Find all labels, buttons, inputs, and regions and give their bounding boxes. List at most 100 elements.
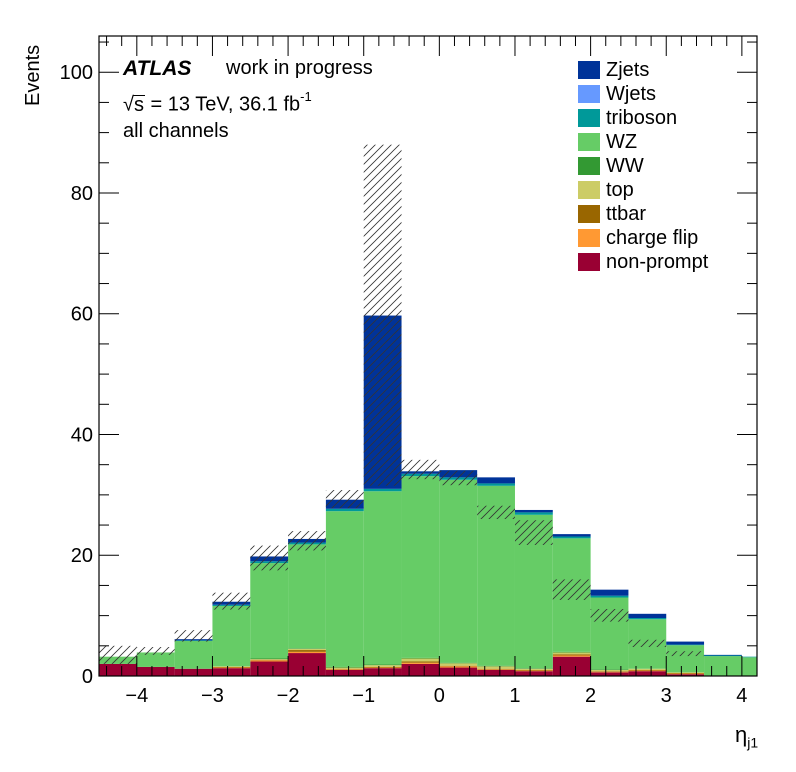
- energy-text: = 13 TeV, 36.1 fb: [144, 93, 301, 116]
- bar-ttbar: [288, 650, 326, 652]
- atlas-label: ATLAS: [123, 57, 192, 80]
- bar-charge-flip: [552, 655, 591, 657]
- bar-top: [590, 669, 629, 672]
- uncertainty-hatch: [439, 470, 478, 486]
- uncertainty-hatch: [401, 459, 440, 480]
- bar-wz: [590, 597, 629, 670]
- y-tick-label: 100: [60, 62, 93, 84]
- bar-charge-flip: [477, 669, 515, 670]
- bar-ww: [552, 651, 591, 653]
- bar-wz: [401, 476, 440, 658]
- legend-swatch: [578, 133, 600, 151]
- bar-ww: [477, 665, 515, 667]
- bar-ww: [363, 664, 402, 666]
- x-axis-label: ηj1: [735, 722, 758, 750]
- bar-ttbar: [212, 666, 251, 668]
- bar-top: [439, 663, 478, 666]
- bar-ww: [514, 668, 553, 669]
- bar-triboson: [325, 508, 364, 512]
- bar-triboson: [628, 618, 667, 620]
- uncertainty-hatch: [99, 645, 137, 664]
- uncertainty-hatch: [325, 490, 364, 509]
- legend-swatch: [578, 109, 600, 127]
- legend-item-wz: WZ: [578, 130, 708, 154]
- legend-swatch: [578, 85, 600, 103]
- bar-triboson: [741, 656, 757, 658]
- bar-top: [514, 668, 553, 670]
- uncertainty-hatch: [628, 639, 667, 648]
- bar-top: [401, 658, 440, 662]
- legend-label: charge flip: [606, 226, 699, 249]
- legend-label: top: [606, 178, 634, 201]
- legend-item-ttbar: ttbar: [578, 202, 708, 226]
- bar-wz: [704, 656, 742, 676]
- legend-label: non-prompt: [606, 250, 709, 273]
- legend-label: Zjets: [606, 58, 650, 81]
- uncertainty-hatch: [477, 505, 515, 520]
- legend-label: Wjets: [606, 82, 656, 105]
- bar-non-prompt: [401, 663, 440, 676]
- channels-label: all channels: [123, 120, 229, 142]
- bar-wz: [666, 645, 705, 673]
- bar-top: [363, 665, 402, 667]
- x-tick-label: 2: [585, 685, 596, 707]
- legend-item-top: top: [578, 178, 708, 202]
- y-tick-label: 60: [71, 304, 93, 326]
- bar-triboson: [514, 512, 553, 515]
- uncertainty-hatch: [288, 531, 326, 551]
- bar-ttbar: [628, 669, 667, 671]
- bar-charge-flip: [590, 671, 629, 673]
- uncertainty-hatch: [363, 144, 402, 486]
- bar-ww: [325, 666, 364, 668]
- bar-wz: [212, 605, 251, 667]
- uncertainty-hatch: [174, 630, 213, 642]
- bar-ttbar: [477, 668, 515, 670]
- bar-charge-flip: [666, 673, 705, 675]
- axes-frame: [98, 35, 758, 677]
- x-tick-label: 0: [434, 685, 445, 707]
- bar-triboson: [666, 644, 705, 646]
- bar-ttbar: [250, 659, 289, 661]
- bar-ww: [590, 669, 629, 670]
- bar-wz: [250, 563, 289, 659]
- uncertainty-hatch: [250, 545, 289, 571]
- bar-non-prompt: [666, 674, 705, 676]
- energy-superscript: -1: [300, 89, 312, 104]
- bar-ww: [288, 648, 326, 649]
- x-tick-label: 4: [736, 685, 747, 707]
- bar-ttbar: [514, 669, 553, 671]
- bar-non-prompt: [250, 661, 289, 676]
- y-tick-label: 0: [82, 666, 93, 688]
- bar-non-prompt: [477, 669, 515, 676]
- legend-label: WZ: [606, 130, 638, 153]
- bar-charge-flip: [325, 669, 364, 670]
- bar-non-prompt: [628, 671, 667, 676]
- bar-wz: [288, 544, 326, 649]
- bar-top: [325, 667, 364, 669]
- legend-item-zjets: Zjets: [578, 58, 708, 82]
- bar-ww: [401, 657, 440, 659]
- bar-non-prompt: [325, 669, 364, 676]
- bar-triboson: [704, 655, 742, 657]
- legend-swatch: [578, 157, 600, 175]
- bar-zjets: [590, 589, 629, 596]
- bar-zjets: [628, 613, 667, 619]
- bar-triboson: [477, 483, 515, 486]
- bar-top: [628, 668, 667, 670]
- legend-label: ttbar: [606, 202, 647, 225]
- x-tick-label: −4: [125, 685, 148, 707]
- uncertainty-hatch: [590, 608, 629, 622]
- legend-label: WW: [606, 154, 644, 177]
- bar-top: [666, 672, 705, 673]
- bar-charge-flip: [288, 651, 326, 654]
- axis-ticks: [99, 36, 758, 677]
- bar-top: [552, 652, 591, 655]
- uncertainty-band: [99, 144, 705, 664]
- y-axis-label: Events: [22, 44, 44, 106]
- bar-ttbar: [590, 671, 629, 672]
- x-axis-label-symbol: η: [735, 722, 748, 747]
- bar-non-prompt: [590, 672, 629, 676]
- bar-zjets: [514, 509, 553, 513]
- bar-charge-flip: [250, 660, 289, 662]
